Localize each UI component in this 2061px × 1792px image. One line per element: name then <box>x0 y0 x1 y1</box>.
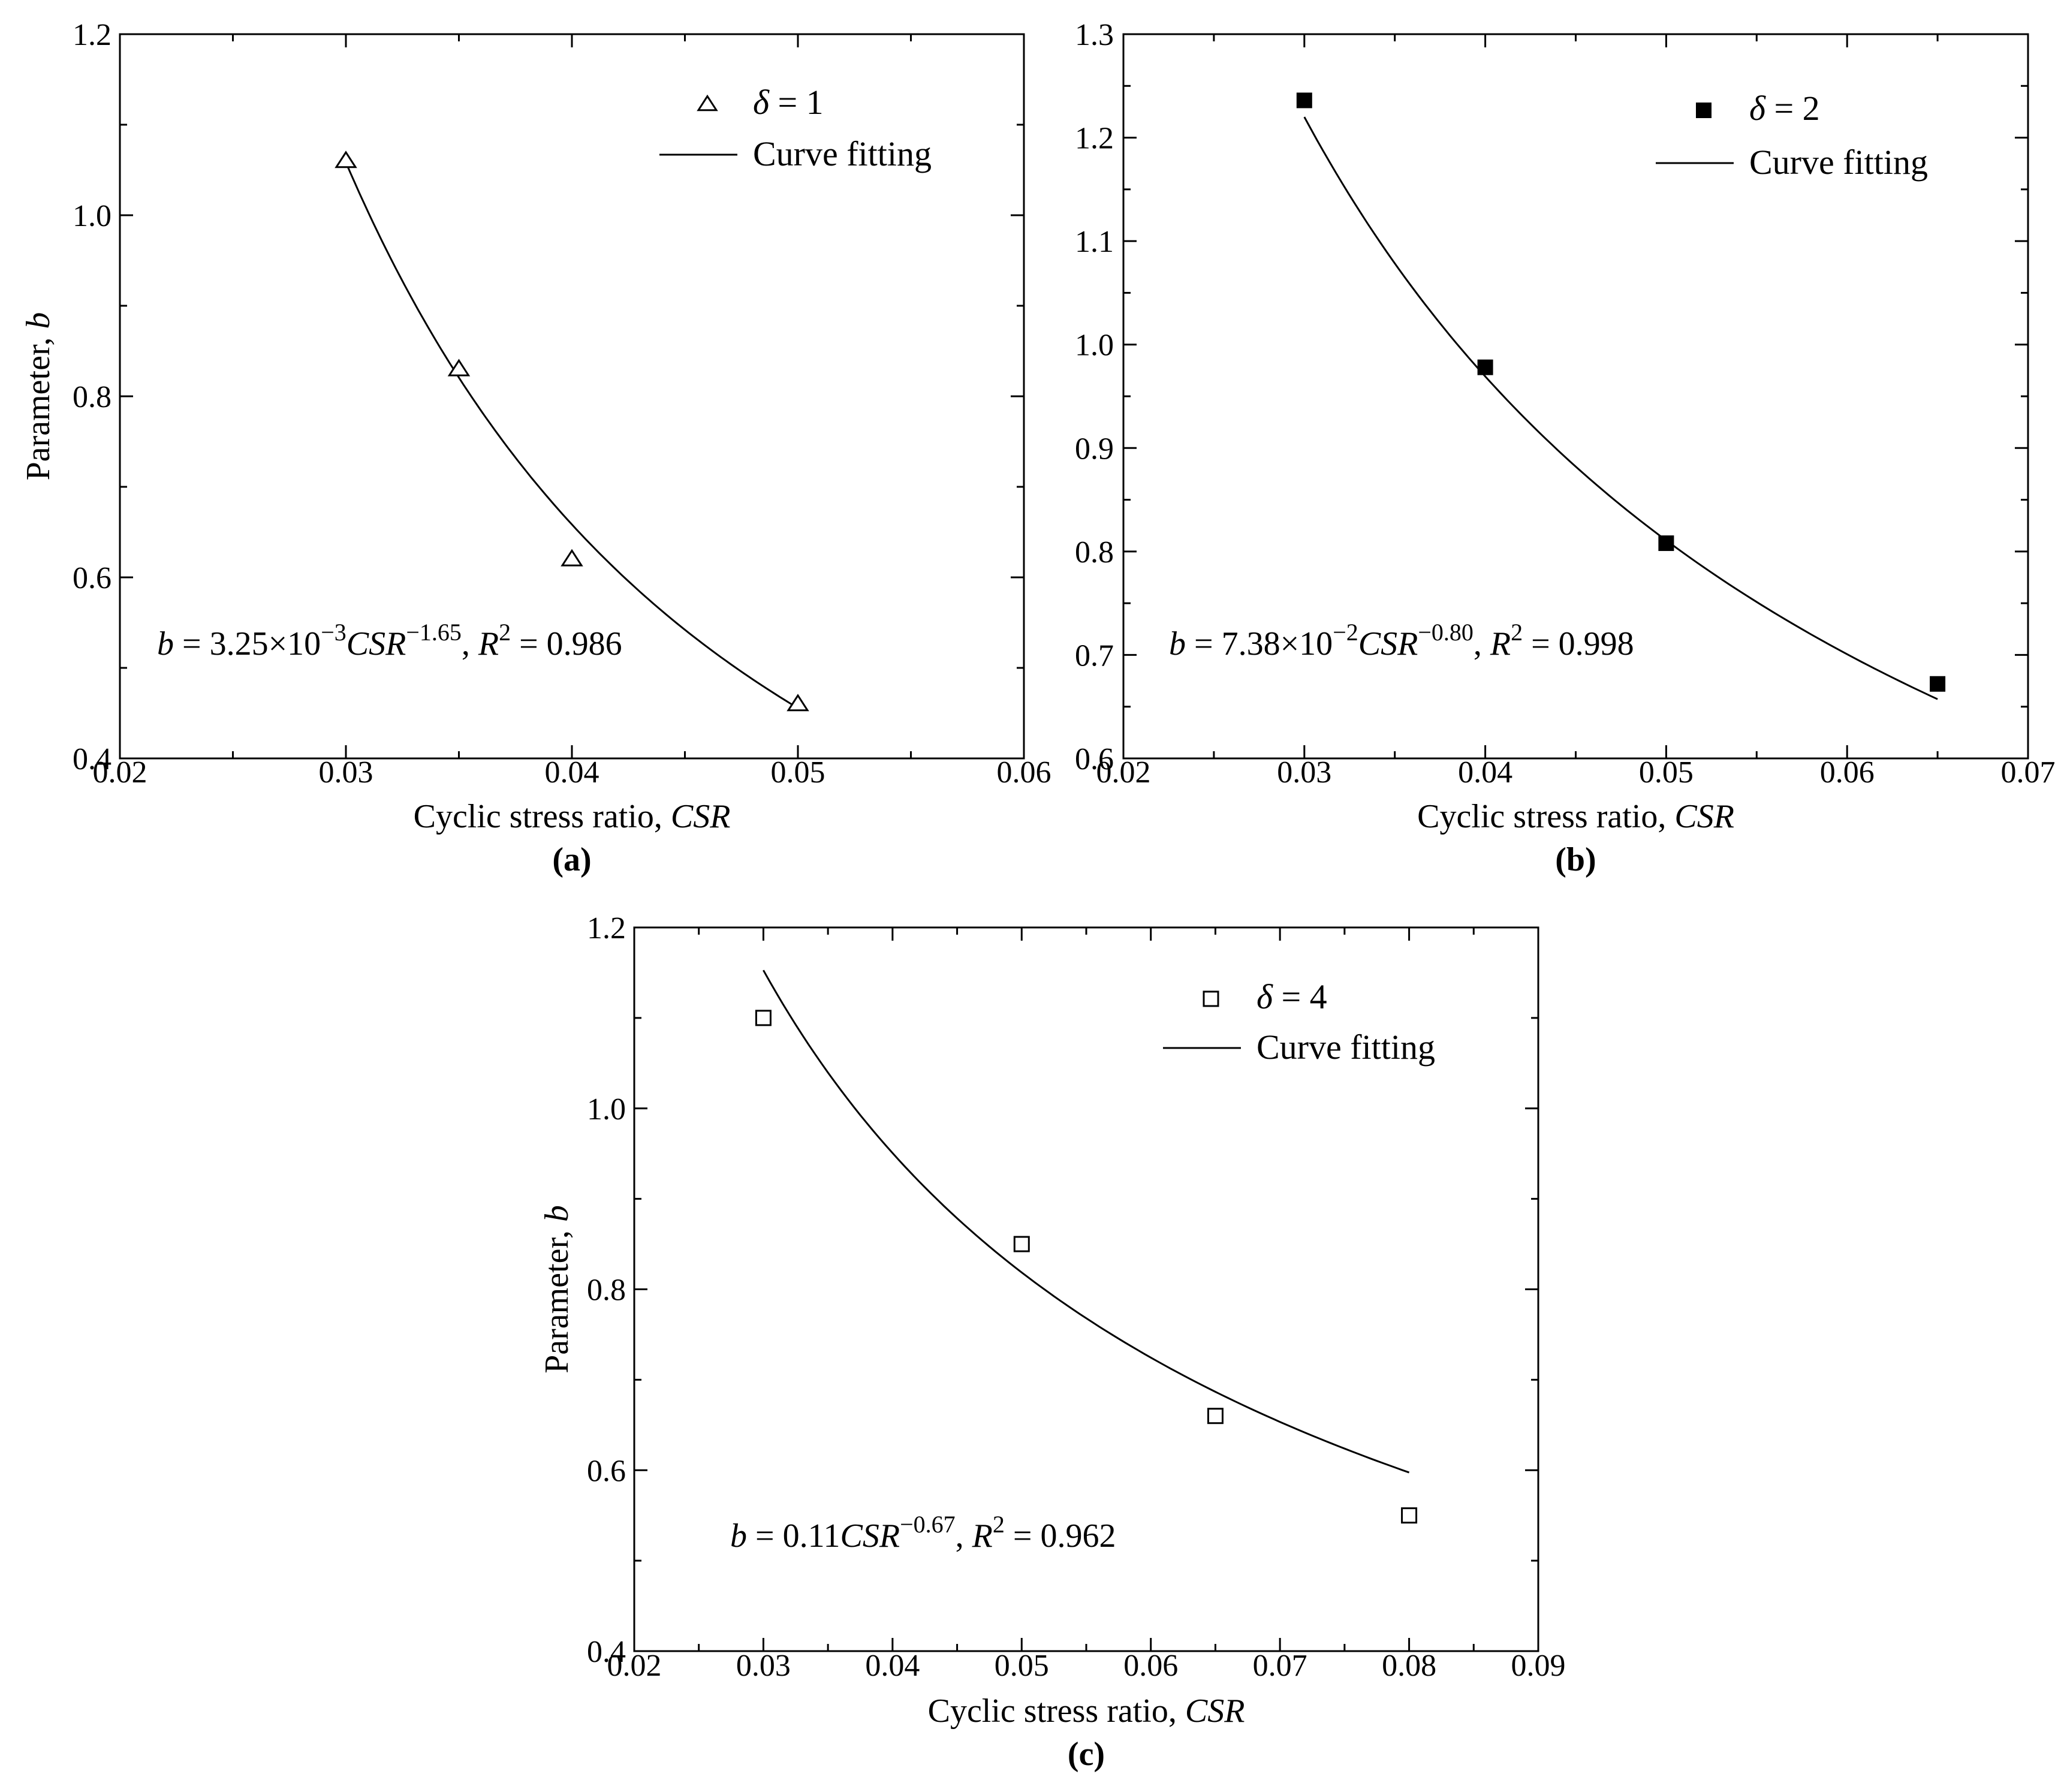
x-tick-label: 0.05 <box>771 755 825 790</box>
y-tick-label: 0.9 <box>1075 432 1114 466</box>
y-tick-label: 1.3 <box>1075 18 1114 52</box>
fit-equation: b = 0.11CSR−0.67, R2 = 0.962 <box>730 1511 1116 1555</box>
y-axis-label: Parameter, b <box>20 312 57 481</box>
x-tick-label: 0.02 <box>607 1649 662 1683</box>
x-tick-label: 0.03 <box>319 755 373 790</box>
y-axis-label: Parameter, b <box>538 1205 575 1374</box>
x-tick-label: 0.04 <box>865 1649 920 1683</box>
fit-curve <box>345 162 799 709</box>
panel-label: (b) <box>1555 841 1596 878</box>
x-tick-label: 0.09 <box>1511 1649 1566 1683</box>
y-tick-label: 0.4 <box>587 1635 626 1669</box>
chart-panel-2: 0.02 0.03 0.04 0.05 0.06 0.07 0.6 0.7 0.8 0.9 1.0 1… <box>1075 18 2056 878</box>
legend-marker <box>1203 990 1219 1007</box>
data-point <box>1296 92 1312 109</box>
x-tick-label: 0.02 <box>1096 755 1151 790</box>
legend-label-fit: Curve fitting <box>1257 1028 1435 1067</box>
y-tick-label: 0.8 <box>1075 535 1114 570</box>
fit-equation: b = 3.25×10−3CSR−1.65, R2 = 0.986 <box>157 619 622 662</box>
y-tick-label: 1.0 <box>1075 329 1114 363</box>
y-tick-label: 0.4 <box>73 742 112 776</box>
y-tick-label: 1.2 <box>1075 122 1114 156</box>
data-point <box>1013 1236 1030 1252</box>
x-axis-label: Cyclic stress ratio, CSR <box>1417 798 1734 835</box>
data-point <box>447 359 471 377</box>
y-tick-label: 0.6 <box>73 561 112 595</box>
legend: δ = 4 Curve fitting <box>1163 977 1435 1067</box>
y-tick-label: 0.7 <box>1075 639 1114 673</box>
x-tick-label: 0.07 <box>2001 755 2056 790</box>
x-tick-label: 0.08 <box>1382 1649 1436 1683</box>
fit-curve <box>1303 116 1938 700</box>
y-tick-label: 0.6 <box>1075 742 1114 776</box>
chart-panel-3: 0.02 0.03 0.04 0.05 0.06 0.07 0.08 0.09 0.4 0.6 0.… <box>538 911 1566 1773</box>
legend-label-points: δ = 4 <box>1257 977 1327 1016</box>
data-point <box>1930 676 1946 692</box>
legend: δ = 1 Curve fitting <box>659 83 932 173</box>
legend-label-fit: Curve fitting <box>753 134 932 173</box>
x-axis-label: Cyclic stress ratio, CSR <box>928 1692 1245 1730</box>
data-point <box>1207 1408 1224 1424</box>
y-tick-label: 1.0 <box>73 199 112 233</box>
y-tick-label: 1.0 <box>587 1092 626 1127</box>
y-tick-label: 1.2 <box>73 18 112 52</box>
legend-label-points: δ = 2 <box>1749 89 1820 128</box>
y-tick-label: 0.6 <box>587 1454 626 1488</box>
data-point <box>1477 359 1493 375</box>
y-tick-label: 0.8 <box>73 380 112 414</box>
x-tick-label: 0.03 <box>736 1649 791 1683</box>
legend: δ = 2 Curve fitting <box>1656 89 1928 182</box>
legend-marker <box>1696 103 1712 118</box>
x-tick-label: 0.05 <box>995 1649 1049 1683</box>
y-tick-label: 0.8 <box>587 1273 626 1308</box>
legend-label-fit: Curve fitting <box>1749 143 1928 182</box>
data-point <box>787 694 809 712</box>
x-tick-label: 0.03 <box>1277 755 1331 790</box>
chart-panel-1: 0.02 0.03 0.04 0.05 0.06 0.4 0.6 0.8 1.0 1.2 Cycli… <box>20 18 1051 878</box>
data-point <box>1658 535 1674 552</box>
x-tick-label: 0.02 <box>93 755 147 790</box>
x-axis-label: Cyclic stress ratio, CSR <box>414 798 731 835</box>
data-point <box>1401 1507 1418 1524</box>
panel-label: (c) <box>1068 1736 1105 1773</box>
panel-label: (a) <box>552 841 591 878</box>
x-tick-label: 0.05 <box>1639 755 1694 790</box>
x-tick-label: 0.06 <box>1123 1649 1178 1683</box>
x-tick-label: 0.06 <box>1820 755 1875 790</box>
x-tick-label: 0.06 <box>997 755 1051 790</box>
x-tick-label: 0.07 <box>1253 1649 1307 1683</box>
legend-label-points: δ = 1 <box>753 83 824 122</box>
fit-equation: b = 7.38×10−2CSR−0.80, R2 = 0.998 <box>1169 619 1634 662</box>
x-tick-label: 0.04 <box>1458 755 1512 790</box>
data-point <box>755 1010 772 1026</box>
x-tick-label: 0.04 <box>545 755 599 790</box>
data-point <box>561 549 583 567</box>
legend-marker <box>697 94 718 112</box>
y-tick-label: 1.2 <box>587 911 626 945</box>
y-tick-label: 1.1 <box>1075 225 1114 259</box>
fit-curve <box>763 969 1410 1474</box>
data-point <box>335 150 357 168</box>
